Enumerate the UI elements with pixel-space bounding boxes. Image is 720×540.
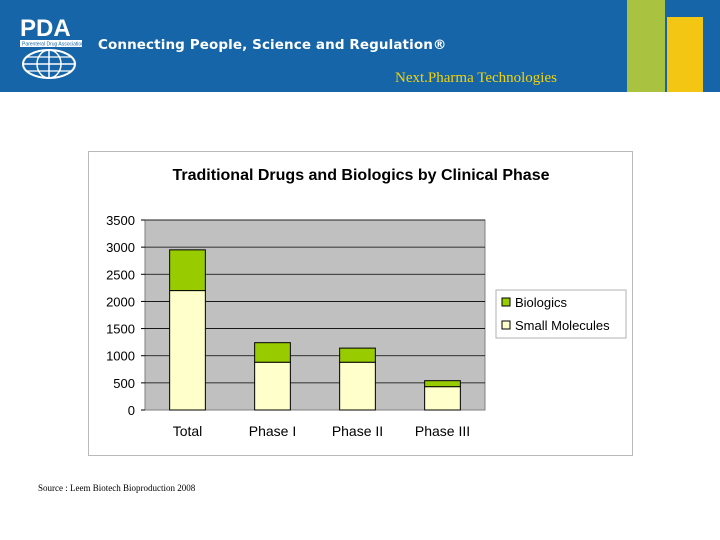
y-tick-label: 2000 [106,294,135,309]
y-tick-label: 1500 [106,322,135,337]
legend-label-small-molecules: Small Molecules [515,318,610,333]
chart-title: Traditional Drugs and Biologics by Clini… [173,167,550,184]
bar-chart: Traditional Drugs and Biologics by Clini… [106,167,627,439]
bar-small-molecules-phase-ii [339,361,376,411]
x-tick-label: Phase III [415,423,470,439]
bar-biologics-phase-i [254,342,291,363]
x-tick-label: Phase II [332,423,383,439]
y-tick-label: 2500 [106,267,135,282]
accent-stripe-green [627,0,665,92]
header-bar: PDA Parenteral Drug Association Connecti… [0,0,720,92]
y-tick-label: 0 [128,403,135,418]
tagline: Connecting People, Science and Regulatio… [98,37,447,53]
logo-text: PDA [20,15,71,42]
y-tick-label: 3000 [106,240,135,255]
y-tick-label: 500 [113,376,135,391]
legend-swatch-small-molecules [501,320,511,330]
legend-swatch-biologics [501,297,511,307]
y-tick-label: 1000 [106,349,135,364]
accent-stripe-yellow [667,17,703,92]
source-note: Source : Leem Biotech Bioproduction 2008 [38,483,196,493]
bar-biologics-total [169,249,206,292]
chart-panel: Traditional Drugs and Biologics by Clini… [88,151,633,456]
bar-biologics-phase-iii [424,380,461,388]
pda-globe-logo: PDA Parenteral Drug Association [20,15,84,79]
company-name: Next.Pharma Technologies [395,70,557,86]
legend-box [495,289,627,339]
legend-label-biologics: Biologics [515,295,568,310]
bar-small-molecules-phase-iii [424,386,461,411]
x-tick-label: Total [173,423,203,439]
logo-subtext: Parenteral Drug Association [22,42,84,48]
bar-small-molecules-phase-i [254,361,291,411]
x-tick-label: Phase I [249,423,296,439]
bar-biologics-phase-ii [339,347,376,363]
y-tick-label: 3500 [106,213,135,228]
bar-small-molecules-total [169,290,206,411]
